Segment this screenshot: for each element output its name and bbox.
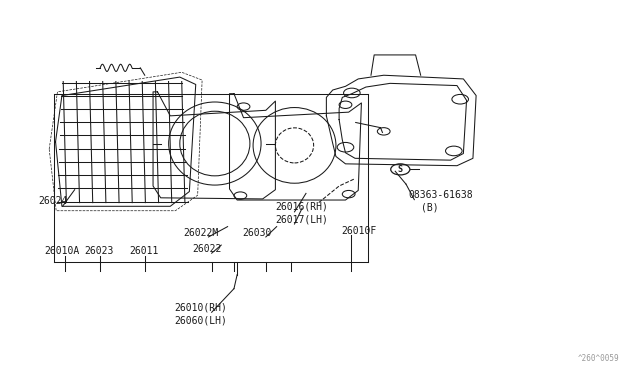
Text: 26016(RH): 26016(RH) <box>275 202 328 212</box>
Text: 26023: 26023 <box>84 246 114 256</box>
Text: 26010(RH): 26010(RH) <box>175 302 228 312</box>
Text: 26022: 26022 <box>193 244 222 254</box>
Text: 08363-61638: 08363-61638 <box>408 190 472 200</box>
Text: 26024: 26024 <box>38 196 68 206</box>
Text: 26010A: 26010A <box>45 246 80 256</box>
Text: 26011: 26011 <box>129 246 158 256</box>
Text: 26022M: 26022M <box>183 228 218 238</box>
Text: 26060(LH): 26060(LH) <box>175 315 228 326</box>
Text: S: S <box>398 165 403 174</box>
Text: 26017(LH): 26017(LH) <box>275 215 328 225</box>
Text: ^260^0059: ^260^0059 <box>578 354 620 363</box>
Text: 26010F: 26010F <box>341 226 376 236</box>
Text: (B): (B) <box>420 203 438 212</box>
Text: 26030: 26030 <box>243 228 271 238</box>
